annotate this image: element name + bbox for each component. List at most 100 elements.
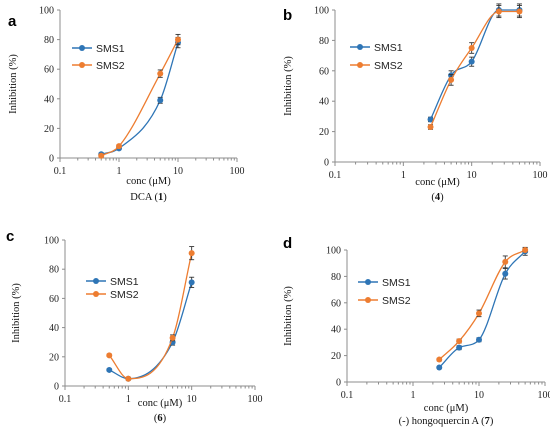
x-tick-label: 10 (187, 394, 197, 405)
y-tick-label: 20 (49, 352, 59, 363)
caption-compound-number: 1 (158, 192, 163, 203)
legend-entry-sms2: SMS2 (350, 60, 403, 72)
legend-entry-sms1: SMS1 (72, 43, 125, 55)
caption-compound-number: 6 (157, 413, 162, 424)
compound-caption: (4) (431, 192, 444, 203)
y-tick-label: 60 (44, 65, 54, 76)
legend-entry-sms1: SMS1 (358, 277, 411, 289)
data-point (436, 364, 443, 371)
series-sms1 (98, 36, 181, 158)
data-point (476, 310, 482, 317)
y-tick-label: 80 (319, 36, 329, 47)
y-tick-label: 0 (54, 382, 59, 393)
y-tick-label: 100 (326, 246, 341, 257)
data-point (98, 152, 105, 159)
y-tick-label: 100 (39, 6, 54, 17)
legend-swatch-marker (357, 44, 363, 50)
data-point (476, 336, 482, 343)
legend-entry-sms1: SMS1 (86, 276, 139, 288)
x-axis-label: conc (μM) (415, 177, 460, 188)
data-point (468, 58, 475, 65)
x-tick-label: 0.1 (341, 390, 354, 401)
series-line (108, 282, 193, 380)
data-point (456, 338, 463, 345)
x-tick-label: 100 (538, 390, 550, 401)
x-axis-label: conc (μM) (126, 176, 171, 187)
x-tick-label: 10 (474, 390, 484, 401)
data-point (116, 143, 122, 150)
legend-entry-sms1: SMS1 (350, 42, 403, 54)
data-point (106, 352, 113, 359)
compound-caption: DCA (1) (130, 192, 167, 203)
data-point (516, 8, 523, 15)
caption-suffix: ) (490, 416, 494, 427)
y-tick-label: 40 (319, 97, 329, 108)
chart-panel-a: a 0 20 40 60 80 100 0.1 1 10 100 Inhibition (%) conc… (8, 6, 245, 204)
x-axis-label: conc (μM) (138, 398, 183, 409)
data-point (522, 247, 529, 253)
y-tick-label: 60 (49, 294, 59, 305)
y-tick-label: 60 (331, 298, 341, 309)
y-tick-label: 0 (49, 154, 54, 165)
x-tick-label: 0.1 (59, 394, 72, 405)
data-point (169, 334, 176, 341)
legend-label: SMS2 (96, 60, 125, 72)
legend-label: SMS1 (96, 43, 125, 55)
caption-compound-number: 7 (485, 416, 490, 427)
x-tick-label: 100 (230, 166, 245, 177)
y-tick-label: 80 (331, 272, 341, 283)
legend-entry-sms2: SMS2 (358, 295, 411, 307)
data-point (188, 250, 195, 257)
data-point (495, 8, 502, 15)
legend-label: SMS2 (374, 60, 403, 72)
series-sms2 (427, 4, 523, 131)
y-tick-label: 40 (49, 323, 59, 334)
legend-swatch-marker (365, 279, 371, 285)
series-line (429, 10, 520, 128)
series-sms1 (436, 246, 529, 371)
y-tick-label: 80 (49, 265, 59, 276)
x-tick-label: 1 (126, 394, 131, 405)
legend-swatch-marker (365, 297, 371, 303)
compound-caption: (6) (154, 413, 167, 424)
series-sms2 (98, 33, 181, 159)
x-tick-label: 100 (248, 394, 263, 405)
series-line (438, 250, 526, 368)
series-line (438, 249, 526, 361)
y-tick-label: 80 (44, 35, 54, 46)
chart-panel-d: d 0 20 40 60 80 100 0.1 1 10 100 Inhibition (%) conc… (283, 235, 550, 427)
y-tick-label: 0 (336, 378, 341, 389)
legend-entry-sms2: SMS2 (86, 289, 139, 301)
data-point (468, 45, 475, 51)
series-sms1 (427, 3, 523, 123)
chart-panel-c: c 0 20 40 60 80 100 0.1 1 10 100 Inhibition (%) conc… (6, 228, 263, 424)
caption-prefix: (-) hongoquercin A ( (399, 416, 486, 427)
x-tick-label: 1 (411, 390, 416, 401)
y-tick-label: 20 (44, 124, 54, 135)
caption-suffix: ) (163, 192, 167, 203)
compound-caption: (-) hongoquercin A (7) (399, 416, 494, 427)
y-tick-label: 100 (44, 236, 59, 247)
x-axis-label: conc (μM) (424, 403, 469, 414)
legend-label: SMS1 (374, 42, 403, 54)
y-tick-label: 40 (44, 94, 54, 105)
panel-letter: c (6, 228, 14, 245)
series-line (429, 9, 520, 120)
caption-prefix: ( (154, 413, 158, 424)
y-tick-label: 100 (314, 6, 329, 17)
legend-label: SMS2 (382, 295, 411, 307)
y-axis-label: Inhibition (%) (283, 286, 294, 346)
x-tick-label: 100 (533, 170, 548, 181)
y-axis-label: Inhibition (%) (11, 283, 22, 343)
data-point (125, 375, 132, 382)
caption-prefix: DCA ( (130, 192, 158, 203)
data-point (157, 70, 164, 77)
data-point (106, 366, 113, 373)
legend-swatch-marker (79, 62, 85, 68)
panel-letter: b (283, 7, 292, 24)
x-tick-label: 0.1 (54, 166, 67, 177)
data-point (175, 36, 181, 43)
legend-swatch-marker (93, 278, 99, 284)
data-point (427, 116, 434, 123)
